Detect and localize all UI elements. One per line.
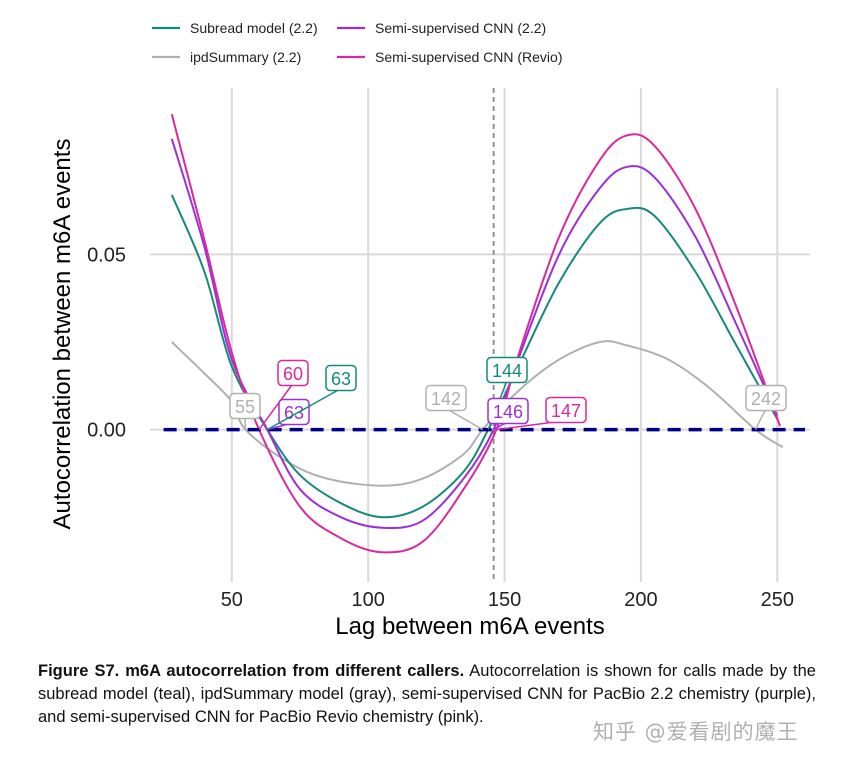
annotation-box-1 [277, 359, 309, 387]
annotation-box-8 [745, 384, 787, 412]
caption-label: Figure S7. m6A autocorrelation from diff… [38, 662, 465, 680]
annotation-leader-3 [266, 387, 342, 431]
annotation-label-5: 144 [492, 361, 522, 381]
autocorrelation-chart: 50 100 150 200 250 0.00 0.05 Lag between m6A ev… [49, 20, 810, 640]
watermark: 知乎 @爱看剧的魔王 [593, 720, 799, 744]
annotation-label-7: 147 [551, 401, 581, 421]
y-axis-title: Autocorrelation between m6A events [49, 139, 76, 530]
annotation-box-0 [229, 392, 261, 420]
figure-caption: Figure S7. m6A autocorrelation from diff… [38, 660, 816, 729]
annotation-label-0: 55 [235, 397, 255, 417]
x-tick-label-3: 200 [624, 589, 657, 611]
annotation-box-4 [425, 384, 467, 412]
annotation-label-2: 63 [284, 403, 304, 423]
annotation-box-3 [325, 364, 357, 392]
x-tick-label-0: 50 [221, 589, 243, 611]
series-line-subread-model-2-2 [170, 194, 779, 519]
y-tick-label-1: 0.05 [87, 244, 126, 266]
x-tick-label-1: 100 [351, 589, 384, 611]
annotation-leader-4 [445, 407, 484, 431]
annotation-leader-1 [258, 383, 294, 431]
annotation-label-8: 242 [751, 389, 781, 409]
annotation-box-7 [545, 396, 587, 424]
annotation-box-6 [487, 397, 529, 425]
x-axis-title: Lag between m6A events [335, 613, 605, 640]
legend-label-0: Subread model (2.2) [190, 20, 318, 36]
legend-label-2: Semi-supervised CNN (2.2) [375, 20, 546, 36]
series-line-ipdsummary-2-2 [171, 340, 784, 487]
x-tick-label-2: 150 [488, 589, 521, 611]
legend-label-1: ipdSummary (2.2) [190, 49, 301, 65]
series-line-semi-supervised-cnn-revio [170, 114, 781, 554]
annotation-label-1: 60 [283, 364, 303, 384]
annotation-label-3: 63 [331, 369, 351, 389]
annotation-box-5 [486, 356, 528, 384]
annotation-leader-8 [754, 408, 767, 430]
x-tick-label-4: 250 [761, 589, 794, 611]
legend-label-3: Semi-supervised CNN (Revio) [375, 49, 563, 65]
annotation-label-4: 142 [431, 389, 461, 409]
caption-text: Autocorrelation is shown for calls made … [38, 662, 816, 726]
series-line-semi-supervised-cnn-2-2 [170, 138, 779, 530]
y-tick-label-0: 0.00 [87, 420, 126, 442]
annotation-label-6: 146 [493, 402, 523, 422]
